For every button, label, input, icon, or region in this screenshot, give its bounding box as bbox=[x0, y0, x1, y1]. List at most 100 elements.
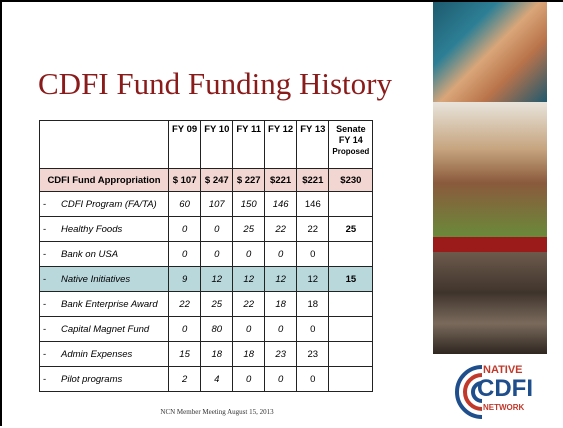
row-dash: - bbox=[43, 249, 61, 260]
table-cell: $ 247 bbox=[201, 169, 233, 192]
table-cell: 12 bbox=[233, 267, 265, 292]
table-cell: 0 bbox=[233, 367, 265, 392]
table-cell: 146 bbox=[297, 192, 329, 217]
row-label-text: Native Initiatives bbox=[61, 274, 130, 285]
table-cell: 12 bbox=[297, 267, 329, 292]
table-cell: 18 bbox=[233, 342, 265, 367]
table-cell: 0 bbox=[169, 242, 201, 267]
row-label-text: Healthy Foods bbox=[61, 224, 122, 235]
logo: NATIVE CDFI NETWORK bbox=[433, 354, 547, 428]
audience-photo bbox=[433, 252, 547, 354]
table-cell: $221 bbox=[265, 169, 297, 192]
table-cell: 0 bbox=[233, 242, 265, 267]
table-cell: 0 bbox=[265, 367, 297, 392]
row-label-text: Bank Enterprise Award bbox=[61, 299, 158, 310]
table-cell: 25 bbox=[329, 217, 373, 242]
row-label: CDFI Fund Appropriation bbox=[40, 169, 169, 192]
header-cell: FY 10 bbox=[201, 121, 233, 169]
table-cell: 2 bbox=[169, 367, 201, 392]
table-cell: 23 bbox=[297, 342, 329, 367]
table-cell: 0 bbox=[265, 242, 297, 267]
row-dash: - bbox=[43, 299, 61, 310]
table-cell: 15 bbox=[329, 267, 373, 292]
table-cell: 0 bbox=[297, 242, 329, 267]
row-label: -CDFI Program (FA/TA) bbox=[40, 192, 169, 217]
table-cell: 60 bbox=[169, 192, 201, 217]
hands-photo bbox=[433, 2, 547, 102]
row-label: -Healthy Foods bbox=[40, 217, 169, 242]
table-cell bbox=[329, 342, 373, 367]
row-label: -Bank on USA bbox=[40, 242, 169, 267]
table-cell: $221 bbox=[297, 169, 329, 192]
table-cell bbox=[329, 367, 373, 392]
row-dash: - bbox=[43, 374, 61, 385]
table-cell: 0 bbox=[265, 317, 297, 342]
table-cell: 0 bbox=[201, 242, 233, 267]
row-label: -Capital Magnet Fund bbox=[40, 317, 169, 342]
row-label-text: CDFI Program (FA/TA) bbox=[61, 199, 157, 210]
table-row: CDFI Fund Appropriation$ 107$ 247$ 227$2… bbox=[40, 169, 373, 192]
band-photo bbox=[433, 237, 547, 252]
header-cell: FY 13 bbox=[297, 121, 329, 169]
people-photo bbox=[433, 102, 547, 237]
row-label-text: CDFI Fund Appropriation bbox=[47, 175, 160, 186]
table-cell: 22 bbox=[169, 292, 201, 317]
header-text: Senate bbox=[336, 124, 366, 134]
table-cell: $ 107 bbox=[169, 169, 201, 192]
row-label: -Pilot programs bbox=[40, 367, 169, 392]
header-text: Proposed bbox=[332, 147, 369, 156]
table-cell: $ 227 bbox=[233, 169, 265, 192]
table-cell: 23 bbox=[265, 342, 297, 367]
table-cell bbox=[329, 292, 373, 317]
table-cell: 0 bbox=[169, 217, 201, 242]
footer: NCN Member Meeting August 15, 2013 bbox=[2, 408, 432, 416]
table-cell: 0 bbox=[297, 367, 329, 392]
row-dash: - bbox=[43, 224, 61, 235]
table-cell: 22 bbox=[265, 217, 297, 242]
row-label: -Native Initiatives bbox=[40, 267, 169, 292]
row-dash: - bbox=[43, 274, 61, 285]
row-dash: - bbox=[43, 199, 61, 210]
table-cell bbox=[329, 242, 373, 267]
row-label-text: Bank on USA bbox=[61, 249, 118, 260]
header-text: FY 14 bbox=[339, 135, 363, 145]
row-label: -Admin Expenses bbox=[40, 342, 169, 367]
table-cell: 12 bbox=[265, 267, 297, 292]
table-cell: 12 bbox=[201, 267, 233, 292]
table-cell: 107 bbox=[201, 192, 233, 217]
table-cell: 4 bbox=[201, 367, 233, 392]
table-cell: 25 bbox=[233, 217, 265, 242]
row-dash: - bbox=[43, 349, 61, 360]
table-cell: 25 bbox=[201, 292, 233, 317]
row-label-text: Admin Expenses bbox=[61, 349, 132, 360]
table-cell bbox=[329, 317, 373, 342]
header-cell: FY 11 bbox=[233, 121, 265, 169]
header-cell: FY 09 bbox=[169, 121, 201, 169]
logo-text: CDFI bbox=[477, 375, 533, 403]
table-cell: 9 bbox=[169, 267, 201, 292]
page: {"title": "CDFI Fund Funding History", "… bbox=[0, 0, 563, 426]
row-dash: - bbox=[43, 324, 61, 335]
table-cell: 0 bbox=[233, 317, 265, 342]
table-cell: 0 bbox=[297, 317, 329, 342]
row-label: -Bank Enterprise Award bbox=[40, 292, 169, 317]
table-cell: $230 bbox=[329, 169, 373, 192]
row-label-text: Capital Magnet Fund bbox=[61, 324, 149, 335]
table-cell: 22 bbox=[297, 217, 329, 242]
table-cell: 146 bbox=[265, 192, 297, 217]
header-cell: FY 12 bbox=[265, 121, 297, 169]
table-cell: 18 bbox=[201, 342, 233, 367]
table-cell: 150 bbox=[233, 192, 265, 217]
table-cell bbox=[329, 192, 373, 217]
table-cell: 18 bbox=[265, 292, 297, 317]
